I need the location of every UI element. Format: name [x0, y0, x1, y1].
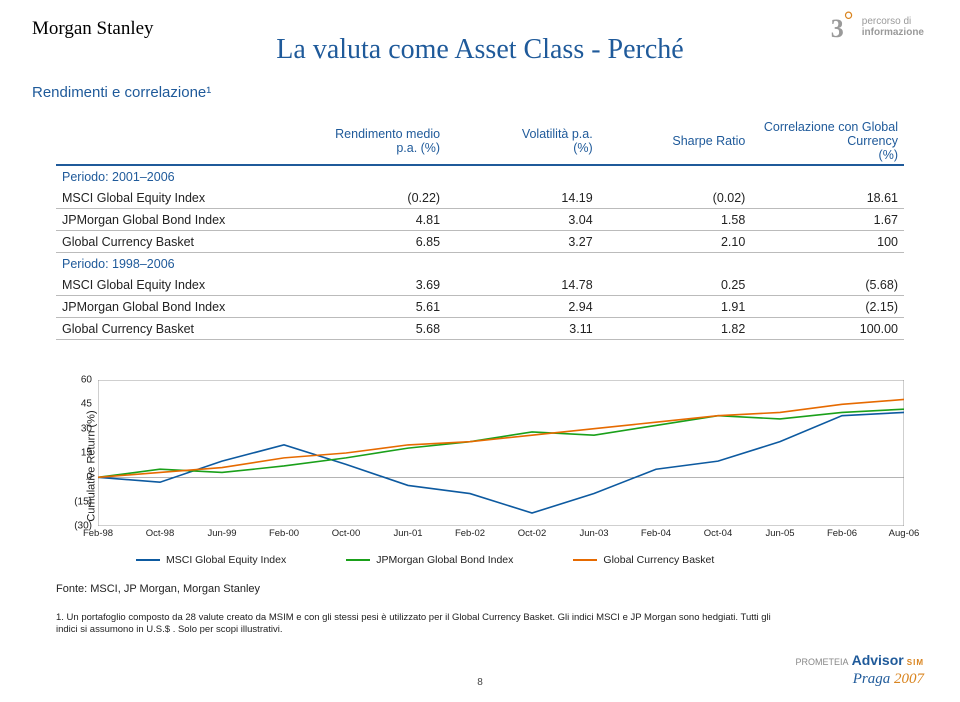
chart-plot: [98, 380, 904, 526]
chart-xticks: Feb-98Oct-98Jun-99Feb-00Oct-00Jun-01Feb-…: [98, 526, 904, 552]
chart-yticks: (30)(15)015304560: [64, 380, 96, 526]
footnote: 1. Un portafoglio composto da 28 valute …: [56, 612, 780, 636]
source-note: Fonte: MSCI, JP Morgan, Morgan Stanley: [56, 583, 260, 595]
logo-degree: °: [844, 14, 854, 28]
logo-text-l1: percorso di: [862, 16, 924, 27]
cumulative-return-chart: Cumulative Return (%) (30)(15)015304560 …: [56, 380, 904, 552]
footer-brand: PROMETEIA Advisor SIM Praga 2007: [796, 652, 925, 688]
brand-prometeia: PROMETEIA Advisor SIM: [796, 652, 925, 668]
page-subtitle: Rendimenti e correlazione¹: [32, 84, 211, 101]
page-title: La valuta come Asset Class - Perché: [0, 34, 960, 66]
returns-table: Rendimento mediop.a. (%)Volatilità p.a.(…: [56, 118, 904, 340]
chart-legend: MSCI Global Equity IndexJPMorgan Global …: [136, 554, 904, 568]
brand-praga: Praga 2007: [796, 671, 925, 688]
